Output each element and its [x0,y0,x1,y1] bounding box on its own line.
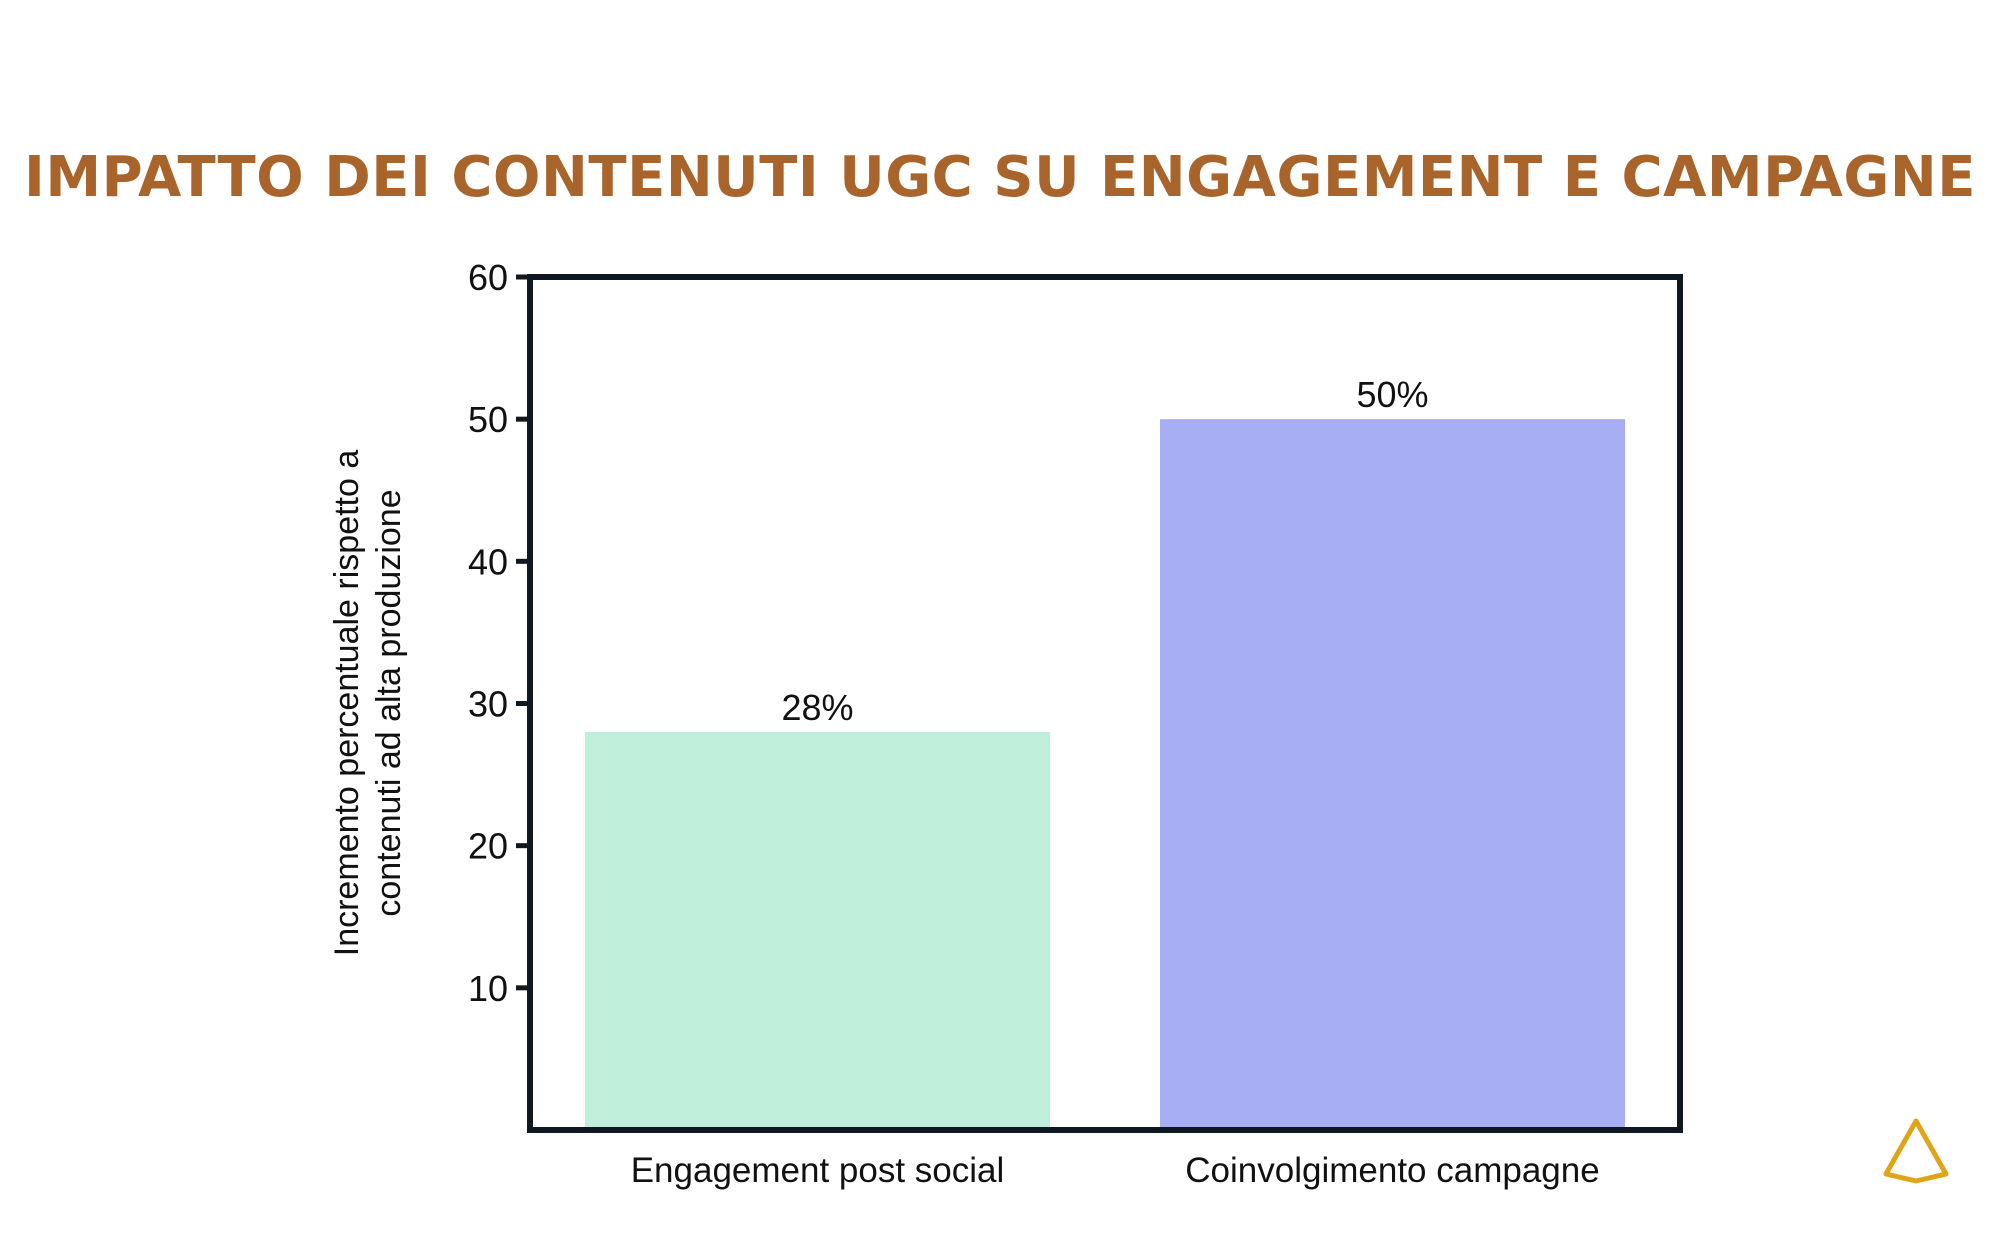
bar-2 [1160,419,1625,1131]
y-tick-label: 40 [468,541,508,582]
chart-title: IMPATTO DEI CONTENUTI UGC SU ENGAGEMENT … [24,145,1976,210]
category-label-2: Coinvolgimento campagne [1185,1151,1599,1190]
triangle-outline-icon [1883,1118,1949,1184]
bar-1 [585,731,1050,1130]
data-label-2: 50% [1356,374,1428,415]
y-tick-label: 30 [468,684,508,725]
category-label-1: Engagement post social [631,1151,1005,1190]
y-tick-label: 50 [468,399,508,440]
y-axis-label-line-2: contenuti ad alta produzione [370,489,408,916]
y-tick-label: 20 [468,826,508,867]
y-tick-label: 10 [468,968,508,1009]
y-axis-label-line-1: Incremento percentuale rispetto a [328,450,366,957]
y-tick-label: 60 [468,257,508,298]
data-label-1: 28% [781,687,853,728]
